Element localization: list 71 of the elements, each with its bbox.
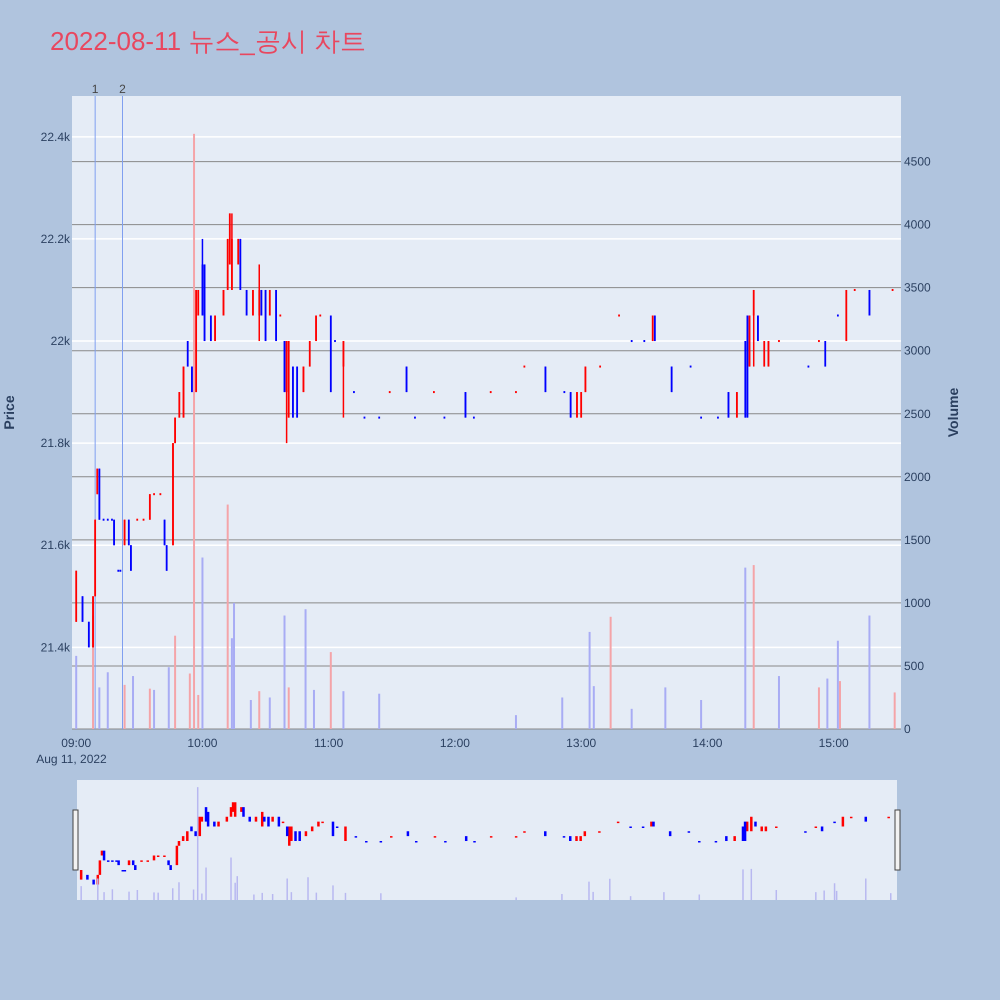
- bar: [124, 684, 126, 729]
- bar: [838, 681, 841, 729]
- ref-line-label: 1: [92, 82, 99, 96]
- bar: [588, 632, 591, 729]
- bar: [230, 638, 233, 729]
- ref-line-label: 2: [119, 82, 126, 96]
- y2-tick-label: 2500: [904, 406, 932, 421]
- y2-tick-label: 500: [904, 658, 924, 673]
- bar: [330, 652, 332, 729]
- bar: [201, 558, 204, 729]
- bar: [233, 602, 236, 729]
- bar: [168, 667, 170, 729]
- y2-tick-label: 0: [904, 722, 911, 736]
- bar: [284, 616, 286, 729]
- y-tick-label: 22k: [50, 334, 71, 348]
- bar: [258, 691, 260, 729]
- bar: [288, 687, 290, 729]
- bar: [226, 504, 229, 729]
- bar: [630, 708, 633, 729]
- x-tick-label: 11:00: [314, 736, 344, 750]
- y2-tick-label: 2000: [904, 470, 932, 484]
- bar: [98, 687, 100, 729]
- y2-tick-label: 3500: [904, 280, 932, 295]
- x-tick-label: 13:00: [566, 736, 597, 750]
- bar: [132, 676, 134, 729]
- bar: [197, 694, 200, 729]
- x-tick-label: 14:00: [692, 736, 723, 750]
- y2-tick-label: 4500: [904, 154, 932, 169]
- chart-title: 2022-08-11 뉴스_공시 차트: [50, 26, 366, 56]
- bar: [826, 678, 828, 729]
- bar: [610, 616, 612, 729]
- bar: [868, 616, 870, 729]
- bar: [818, 687, 820, 729]
- bar: [778, 676, 780, 729]
- y-tick-label: 22.2k: [40, 232, 71, 246]
- y2-tick-label: 3000: [904, 344, 932, 358]
- bar: [592, 686, 595, 729]
- bar: [836, 640, 839, 729]
- y2-tick-label: 1000: [904, 596, 932, 610]
- bar: [250, 700, 252, 729]
- bar: [752, 565, 755, 729]
- y2-tick-label: 1500: [904, 532, 932, 547]
- bar: [193, 134, 196, 729]
- bar: [75, 656, 78, 729]
- x-tick-label: 12:00: [440, 736, 470, 750]
- bar: [148, 688, 151, 729]
- y-tick-label: 21.4k: [40, 640, 71, 654]
- bar: [106, 672, 109, 729]
- bar: [304, 609, 307, 729]
- y-tick-label: 21.6k: [40, 538, 71, 552]
- y-axis-title: Price: [1, 395, 17, 430]
- bar: [268, 697, 271, 729]
- x-tick-label: 09:00 Aug 11, 2022: [36, 736, 108, 766]
- bar: [342, 691, 344, 729]
- y2-axis-title: Volume: [945, 388, 961, 438]
- bar: [664, 687, 666, 729]
- bar: [188, 674, 191, 729]
- bar: [894, 692, 896, 729]
- x-tick-label: 10:00: [187, 736, 218, 750]
- x-tick-label: 15:00: [818, 736, 850, 750]
- y2-tick-label: 4000: [904, 218, 932, 232]
- y-tick-label: 21.8k: [40, 436, 71, 450]
- bar: [312, 690, 315, 729]
- bar: [561, 697, 564, 729]
- bar: [700, 700, 702, 729]
- bar: [378, 694, 380, 729]
- bar: [744, 568, 746, 729]
- y-tick-label: 22.4k: [40, 130, 71, 144]
- bar: [153, 690, 156, 729]
- bar: [174, 636, 176, 729]
- bar: [514, 715, 517, 729]
